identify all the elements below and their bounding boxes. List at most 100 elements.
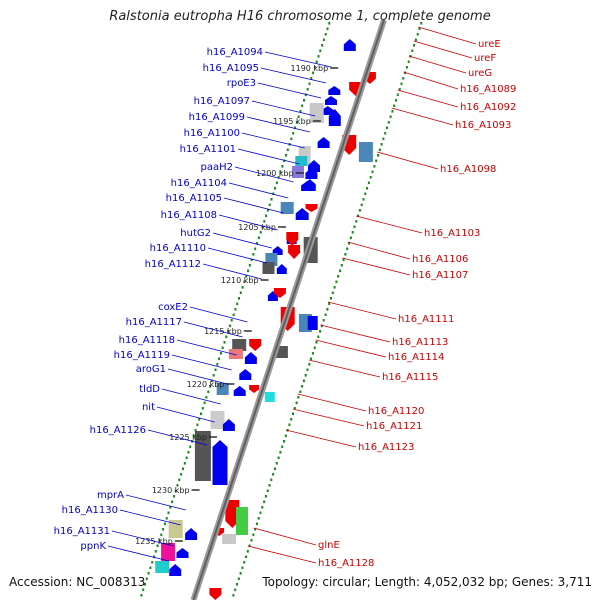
tick-label: 1230 kbp bbox=[152, 486, 190, 495]
leader-line-left bbox=[183, 321, 243, 338]
gene-labels: h16_A1094 h16_A1095 rpoE3 h16_A1097 h16_A109… bbox=[54, 39, 517, 569]
gc-dot bbox=[315, 60, 318, 64]
gc-dot bbox=[151, 561, 154, 564]
tick-label: 1195 kbp bbox=[273, 117, 311, 126]
gc-dot bbox=[342, 258, 345, 262]
gc-dot bbox=[373, 165, 376, 168]
gc-dot bbox=[292, 412, 294, 416]
gc-dot bbox=[284, 434, 287, 438]
gene-label-left: h16_A1104 bbox=[171, 178, 227, 189]
gc-dot bbox=[378, 148, 381, 152]
gene-label-right: h16_A1113 bbox=[392, 337, 448, 348]
gc-dot bbox=[241, 566, 244, 570]
gc-dot bbox=[321, 44, 324, 47]
label-leaders bbox=[107, 26, 477, 564]
reverse-gene-mark bbox=[305, 204, 318, 212]
gc-dot bbox=[275, 462, 278, 465]
gc-dot bbox=[312, 71, 315, 75]
leader-line-right bbox=[285, 429, 357, 448]
gene-label-left: ppnK bbox=[80, 541, 106, 552]
forward-gene-mark bbox=[301, 181, 314, 191]
gc-dot bbox=[322, 38, 325, 42]
forward-gene-mark bbox=[276, 264, 287, 274]
leader-line-right bbox=[413, 40, 473, 59]
gc-dot bbox=[310, 77, 313, 80]
gene-label-left: h16_A1108 bbox=[161, 210, 217, 221]
gene-label-right: ureG bbox=[468, 68, 492, 79]
gc-dot bbox=[241, 286, 244, 289]
gene-label-right: h16_A1098 bbox=[440, 164, 496, 175]
gc-dot bbox=[285, 154, 287, 157]
gc-dot bbox=[176, 484, 179, 487]
gc-dot bbox=[281, 165, 284, 168]
leader-line-left bbox=[260, 67, 327, 84]
reverse-gene-mark bbox=[225, 500, 240, 528]
gc-dot bbox=[257, 236, 260, 240]
tick-label: 1215 kbp bbox=[204, 327, 242, 336]
reverse-gene-mark bbox=[249, 385, 260, 393]
gc-dot bbox=[317, 335, 320, 339]
reverse-gene-mark bbox=[288, 245, 301, 259]
gc-dot bbox=[324, 313, 327, 317]
tick-label: 1200 kbp bbox=[256, 169, 294, 178]
leader-line-left bbox=[147, 429, 208, 446]
gc-dot bbox=[266, 209, 269, 212]
gc-dot bbox=[326, 308, 329, 311]
gc-dot bbox=[411, 49, 414, 53]
gc-dot bbox=[353, 225, 356, 229]
gc-dot bbox=[239, 291, 242, 295]
forward-gene-mark bbox=[272, 246, 283, 255]
leader-line-right bbox=[327, 301, 397, 320]
gc-dot bbox=[272, 473, 275, 476]
gene-label-left: h16_A1118 bbox=[119, 335, 175, 346]
gc-dot bbox=[174, 489, 177, 493]
gc-dot bbox=[335, 280, 338, 284]
gc-dot bbox=[414, 38, 417, 42]
gc-dot bbox=[153, 555, 155, 559]
gc-dot bbox=[265, 214, 268, 218]
gc-dot bbox=[293, 407, 296, 410]
gc-dot bbox=[147, 572, 150, 575]
gc-dot bbox=[234, 588, 237, 592]
gc-dot bbox=[396, 93, 399, 97]
gene-label-right: h16_A1115 bbox=[382, 372, 438, 383]
gene-label-right: h16_A1121 bbox=[366, 421, 422, 432]
gc-dot bbox=[247, 269, 249, 273]
gc-dot bbox=[351, 231, 354, 234]
leader-line-left bbox=[111, 530, 174, 547]
gc-dot bbox=[256, 242, 259, 245]
gc-dot bbox=[243, 280, 246, 284]
leader-line-left bbox=[119, 509, 181, 526]
gc-dot bbox=[156, 544, 159, 548]
gc-dot bbox=[295, 401, 298, 405]
gc-dot bbox=[290, 137, 293, 141]
gc-dot bbox=[187, 451, 190, 454]
gc-dot bbox=[172, 495, 175, 498]
gene-label-right: h16_A1106 bbox=[412, 254, 468, 265]
gc-dot bbox=[270, 198, 273, 201]
reverse-gene-mark bbox=[222, 534, 237, 544]
gc-dot bbox=[387, 121, 390, 124]
gene-label-left: h16_A1095 bbox=[203, 63, 259, 74]
gc-dot bbox=[277, 456, 280, 460]
gc-dot bbox=[212, 374, 215, 377]
gc-dot bbox=[254, 247, 257, 251]
leader-line-right bbox=[315, 339, 387, 358]
gc-dot bbox=[274, 467, 276, 471]
gc-dot bbox=[252, 253, 255, 256]
leader-line-right bbox=[297, 393, 367, 412]
gc-dot bbox=[182, 467, 184, 471]
gc-dot bbox=[301, 385, 304, 388]
gc-dot bbox=[380, 143, 383, 146]
leader-line-left bbox=[257, 82, 322, 99]
tick-label: 1190 kbp bbox=[291, 64, 329, 73]
gc-dot bbox=[317, 55, 320, 58]
gc-dot bbox=[277, 176, 280, 179]
gc-dot bbox=[324, 33, 327, 36]
gc-dot bbox=[283, 440, 285, 443]
gc-dot bbox=[369, 176, 372, 179]
gc-dot bbox=[344, 253, 347, 256]
gc-dot bbox=[162, 528, 165, 531]
gc-dot bbox=[183, 462, 186, 465]
